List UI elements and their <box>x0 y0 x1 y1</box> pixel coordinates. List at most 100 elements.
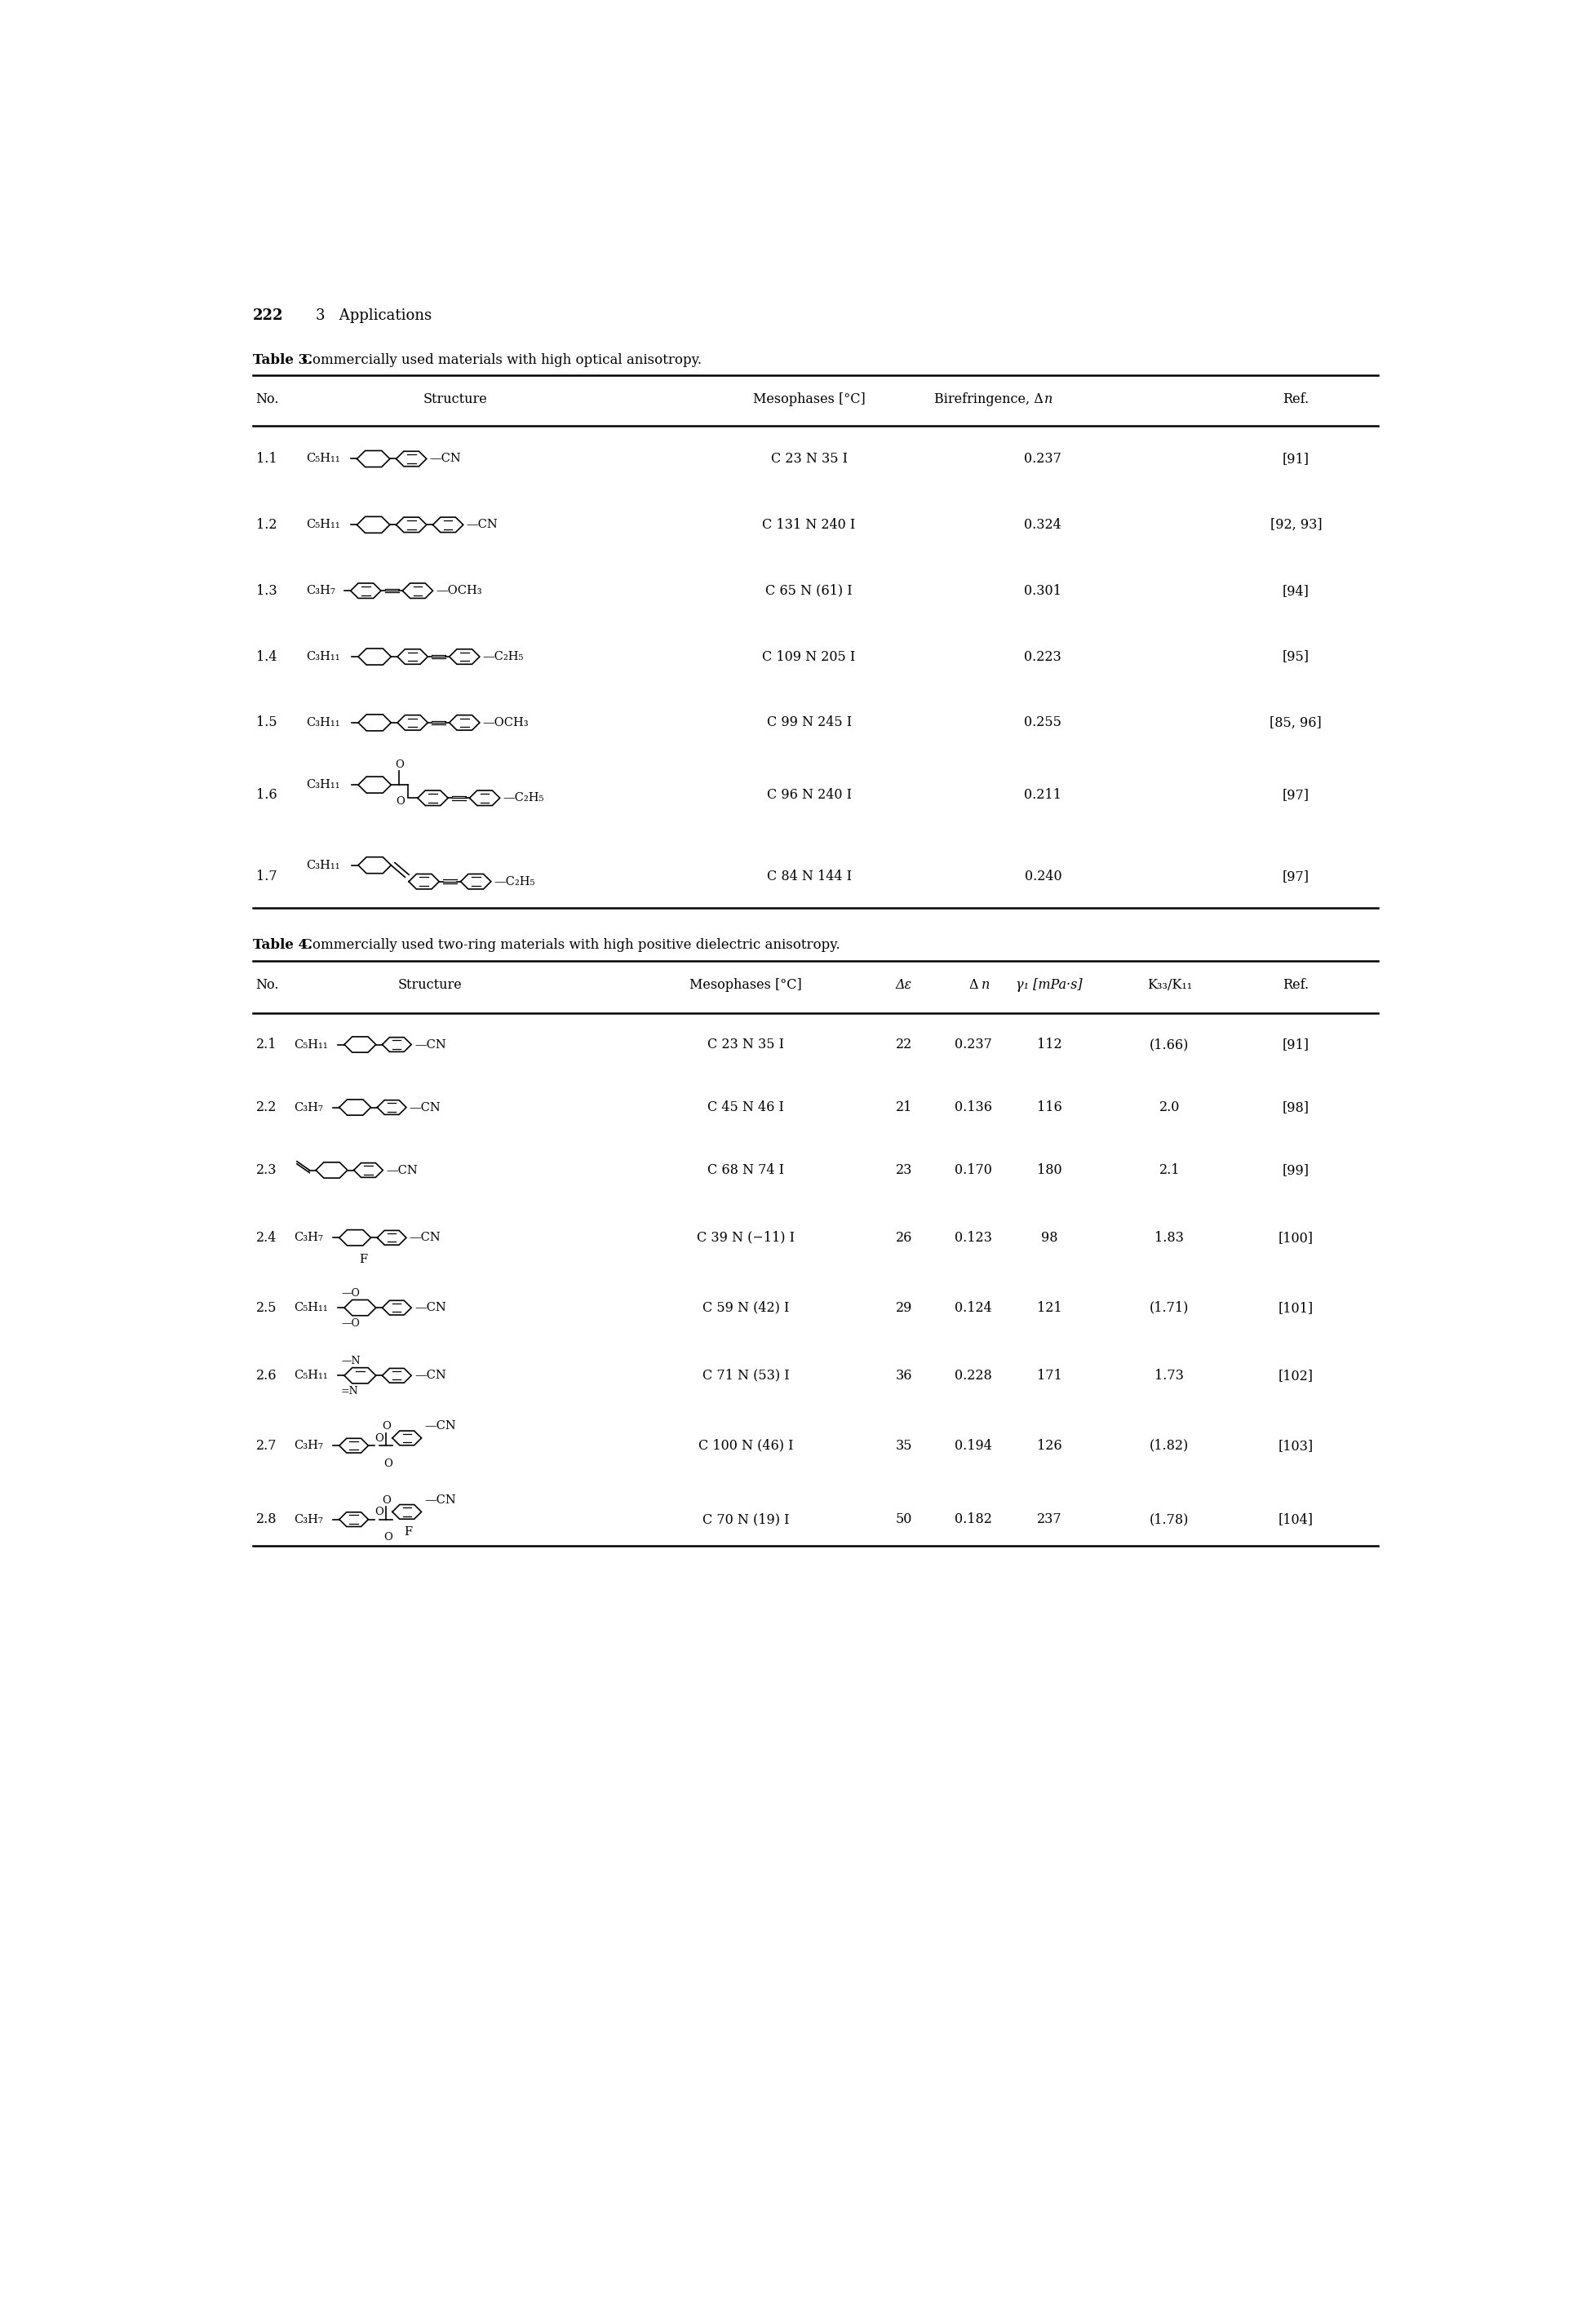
Text: —CN: —CN <box>415 1301 445 1313</box>
Text: C₃H₁₁: C₃H₁₁ <box>307 860 340 872</box>
Text: (1.78): (1.78) <box>1150 1513 1188 1527</box>
Text: 2.8: 2.8 <box>256 1513 277 1527</box>
Text: —CN: —CN <box>415 1369 445 1380</box>
Text: [100]: [100] <box>1279 1232 1314 1246</box>
Text: Ref.: Ref. <box>1282 978 1309 992</box>
Text: 126: 126 <box>1037 1439 1061 1452</box>
Text: Structure: Structure <box>398 978 461 992</box>
Text: O: O <box>382 1494 391 1506</box>
Text: —OCH₃: —OCH₃ <box>482 716 528 727</box>
Text: n: n <box>982 978 990 992</box>
Text: γ₁ [mPa·s]: γ₁ [mPa·s] <box>1017 978 1082 992</box>
Text: —CN: —CN <box>425 1420 457 1432</box>
Text: C 68 N 74 I: C 68 N 74 I <box>708 1164 784 1176</box>
Text: Table 4.: Table 4. <box>253 939 312 953</box>
Text: 50: 50 <box>896 1513 912 1527</box>
Text: 112: 112 <box>1037 1037 1061 1050</box>
Text: [98]: [98] <box>1282 1102 1309 1113</box>
Text: 116: 116 <box>1037 1102 1061 1113</box>
Text: Commercially used materials with high optical anisotropy.: Commercially used materials with high op… <box>298 353 702 367</box>
Text: 3   Applications: 3 Applications <box>317 309 431 323</box>
Text: 180: 180 <box>1037 1164 1061 1176</box>
Text: 0.324: 0.324 <box>1025 518 1061 532</box>
Text: [91]: [91] <box>1282 451 1309 465</box>
Text: C 131 N 240 I: C 131 N 240 I <box>762 518 856 532</box>
Text: 0.211: 0.211 <box>1025 788 1061 802</box>
Text: 0.228: 0.228 <box>955 1369 993 1383</box>
Text: Commercially used two-ring materials with high positive dielectric anisotropy.: Commercially used two-ring materials wit… <box>298 939 840 953</box>
Text: C 71 N (53) I: C 71 N (53) I <box>702 1369 789 1383</box>
Text: (1.82): (1.82) <box>1150 1439 1188 1452</box>
Text: 222: 222 <box>253 309 283 323</box>
Text: C 23 N 35 I: C 23 N 35 I <box>770 451 848 465</box>
Text: 2.5: 2.5 <box>256 1301 277 1315</box>
Text: 98: 98 <box>1041 1232 1058 1246</box>
Text: F: F <box>404 1527 412 1538</box>
Text: 1.3: 1.3 <box>256 583 277 597</box>
Text: O: O <box>374 1434 383 1443</box>
Text: —CN: —CN <box>415 1039 445 1050</box>
Text: 35: 35 <box>896 1439 912 1452</box>
Text: Mesophases [°C]: Mesophases [°C] <box>753 393 866 407</box>
Text: [95]: [95] <box>1282 651 1309 665</box>
Text: C₅H₁₁: C₅H₁₁ <box>307 518 340 530</box>
Text: [103]: [103] <box>1278 1439 1314 1452</box>
Text: 1.4: 1.4 <box>256 651 277 665</box>
Text: 2.3: 2.3 <box>256 1164 277 1176</box>
Text: 0.301: 0.301 <box>1025 583 1061 597</box>
Text: 22: 22 <box>896 1037 912 1050</box>
Text: C 23 N 35 I: C 23 N 35 I <box>708 1037 784 1050</box>
Text: 21: 21 <box>896 1102 912 1113</box>
Text: 2.1: 2.1 <box>1160 1164 1181 1176</box>
Text: No.: No. <box>256 393 278 407</box>
Text: O: O <box>374 1506 383 1518</box>
Text: =N: =N <box>340 1385 358 1397</box>
Text: [92, 93]: [92, 93] <box>1270 518 1322 532</box>
Text: 2.6: 2.6 <box>256 1369 277 1383</box>
Text: 0.194: 0.194 <box>955 1439 993 1452</box>
Text: Structure: Structure <box>423 393 487 407</box>
Text: 2.7: 2.7 <box>256 1439 277 1452</box>
Text: 29: 29 <box>896 1301 912 1315</box>
Text: C 109 N 205 I: C 109 N 205 I <box>762 651 856 665</box>
Text: 36: 36 <box>896 1369 912 1383</box>
Text: Birefringence, Δ: Birefringence, Δ <box>934 393 1044 407</box>
Text: 1.83: 1.83 <box>1155 1232 1184 1246</box>
Text: C₃H₇: C₃H₇ <box>307 586 336 597</box>
Text: K₃₃/K₁₁: K₃₃/K₁₁ <box>1147 978 1192 992</box>
Text: 0.123: 0.123 <box>955 1232 993 1246</box>
Text: [101]: [101] <box>1278 1301 1314 1315</box>
Text: 0.170: 0.170 <box>955 1164 993 1176</box>
Text: C₅H₁₁: C₅H₁₁ <box>307 453 340 465</box>
Text: O: O <box>383 1532 393 1543</box>
Text: O: O <box>396 795 406 806</box>
Text: C₃H₇: C₃H₇ <box>294 1441 323 1450</box>
Text: —O: —O <box>342 1287 361 1299</box>
Text: C₃H₇: C₃H₇ <box>294 1513 323 1525</box>
Text: [99]: [99] <box>1282 1164 1309 1176</box>
Text: [94]: [94] <box>1282 583 1309 597</box>
Text: 1.7: 1.7 <box>256 869 277 883</box>
Text: —C₂H₅: —C₂H₅ <box>495 876 535 888</box>
Text: (1.71): (1.71) <box>1150 1301 1188 1315</box>
Text: 1.2: 1.2 <box>256 518 277 532</box>
Text: —CN: —CN <box>425 1494 457 1506</box>
Text: 2.2: 2.2 <box>256 1102 277 1113</box>
Text: 0.240: 0.240 <box>1025 869 1061 883</box>
Text: 1.1: 1.1 <box>256 451 277 465</box>
Text: 2.4: 2.4 <box>256 1232 277 1246</box>
Text: [91]: [91] <box>1282 1037 1309 1050</box>
Text: 26: 26 <box>896 1232 912 1246</box>
Text: [97]: [97] <box>1282 788 1309 802</box>
Text: 23: 23 <box>896 1164 912 1176</box>
Text: C₃H₇: C₃H₇ <box>294 1102 323 1113</box>
Text: 2.1: 2.1 <box>256 1037 277 1050</box>
Text: O: O <box>382 1422 391 1432</box>
Text: C₃H₁₁: C₃H₁₁ <box>307 716 340 727</box>
Text: 237: 237 <box>1037 1513 1061 1527</box>
Text: C₃H₁₁: C₃H₁₁ <box>307 779 340 790</box>
Text: [102]: [102] <box>1279 1369 1314 1383</box>
Text: C₅H₁₁: C₅H₁₁ <box>294 1301 328 1313</box>
Text: —O: —O <box>342 1318 361 1329</box>
Text: —N: —N <box>342 1355 361 1367</box>
